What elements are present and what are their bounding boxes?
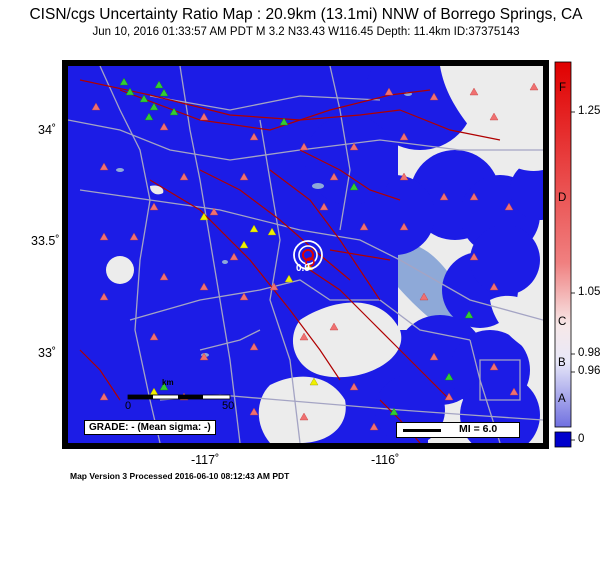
colorbar-value-label: 1.25 bbox=[578, 105, 601, 117]
stations-red bbox=[91, 82, 539, 431]
map-footer: Map Version 3 Processed 2016-06-10 08:12… bbox=[70, 471, 290, 481]
scale-bar bbox=[127, 394, 231, 400]
stations-green bbox=[119, 77, 474, 416]
colorbar-value-label: 0 bbox=[578, 433, 585, 445]
colorbar-value-label: 0.98 bbox=[578, 347, 601, 359]
lon-tick-label: -117˚ bbox=[191, 453, 220, 467]
colorbar-grade-label: B bbox=[558, 357, 566, 369]
tick-marks bbox=[62, 129, 388, 449]
scale-bar-end: 50 bbox=[222, 400, 235, 412]
colorbar bbox=[554, 61, 575, 448]
mi-legend-line bbox=[403, 429, 441, 432]
colorbar-value-label: 1.05 bbox=[578, 286, 601, 298]
lon-tick-label: -116˚ bbox=[371, 453, 400, 467]
lat-tick-label: 34˚ bbox=[38, 123, 57, 137]
lat-tick-label: 33.5˚ bbox=[31, 234, 60, 248]
faults bbox=[79, 79, 501, 443]
lat-tick-label: 33˚ bbox=[38, 346, 57, 360]
colorbar-value-label: 0.96 bbox=[578, 365, 601, 377]
colorbar-grade-label: F bbox=[559, 82, 567, 94]
mi-legend: MI = 6.0 bbox=[396, 422, 520, 438]
mi-legend-label: MI = 6.0 bbox=[459, 423, 498, 435]
epicenter-label: 0.9 bbox=[296, 263, 310, 274]
map-subtitle: Jun 10, 2016 01:33:57 AM PDT M 3.2 N33.4… bbox=[92, 26, 520, 38]
scale-bar-unit: km bbox=[162, 378, 174, 387]
salton-sea bbox=[375, 239, 466, 334]
grade-box: GRADE: - (Mean sigma: -) bbox=[84, 420, 216, 435]
colorbar-grade-label: A bbox=[558, 393, 566, 405]
epicenter-rings bbox=[293, 240, 323, 270]
colorbar-grade-label: D bbox=[558, 192, 567, 204]
colorbar-grade-label: C bbox=[558, 316, 567, 328]
scale-bar-start: 0 bbox=[125, 400, 132, 412]
map-title: CISN/cgs Uncertainty Ratio Map : 20.9km … bbox=[29, 6, 583, 23]
